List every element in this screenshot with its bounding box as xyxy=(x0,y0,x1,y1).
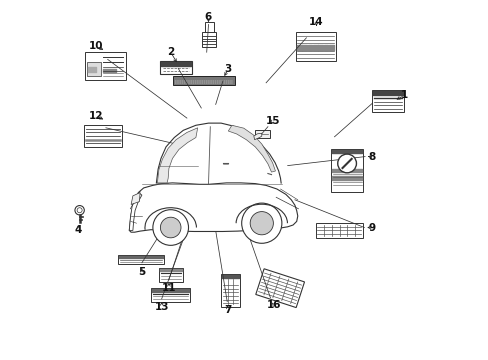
Polygon shape xyxy=(157,128,197,183)
Text: 10: 10 xyxy=(89,41,103,51)
Circle shape xyxy=(75,206,84,215)
Polygon shape xyxy=(253,133,261,140)
Bar xyxy=(84,125,122,147)
Bar xyxy=(173,76,235,85)
Bar xyxy=(295,32,335,61)
Text: 13: 13 xyxy=(154,302,169,312)
Text: 4: 4 xyxy=(74,225,81,235)
Bar xyxy=(87,62,101,76)
Bar xyxy=(159,268,183,282)
Bar xyxy=(151,288,189,302)
Text: 14: 14 xyxy=(308,17,323,27)
Bar xyxy=(255,130,269,138)
Text: 16: 16 xyxy=(266,300,281,310)
Bar xyxy=(371,90,403,112)
Text: 11: 11 xyxy=(162,283,176,293)
Text: 15: 15 xyxy=(265,116,280,126)
Text: 2: 2 xyxy=(167,47,174,57)
Bar xyxy=(160,61,192,74)
Bar xyxy=(221,274,239,307)
Circle shape xyxy=(337,154,356,173)
Circle shape xyxy=(241,203,281,243)
Circle shape xyxy=(160,217,181,238)
Text: 9: 9 xyxy=(368,222,375,233)
Bar xyxy=(118,255,163,264)
Polygon shape xyxy=(129,194,142,230)
Bar xyxy=(255,269,304,307)
Text: 6: 6 xyxy=(204,12,212,22)
Text: 7: 7 xyxy=(224,305,231,315)
Text: 8: 8 xyxy=(367,152,374,162)
Bar xyxy=(202,32,216,47)
Text: 3: 3 xyxy=(224,64,231,74)
Polygon shape xyxy=(228,125,275,172)
Circle shape xyxy=(250,212,273,235)
Text: 12: 12 xyxy=(89,111,103,121)
Circle shape xyxy=(77,208,82,213)
Text: 1: 1 xyxy=(400,90,407,100)
Polygon shape xyxy=(131,193,140,204)
Circle shape xyxy=(153,210,188,246)
Bar xyxy=(330,149,363,192)
Text: 5: 5 xyxy=(138,267,145,277)
Polygon shape xyxy=(129,183,297,232)
Bar xyxy=(315,223,362,238)
Bar xyxy=(85,52,125,80)
Bar xyxy=(204,22,213,32)
